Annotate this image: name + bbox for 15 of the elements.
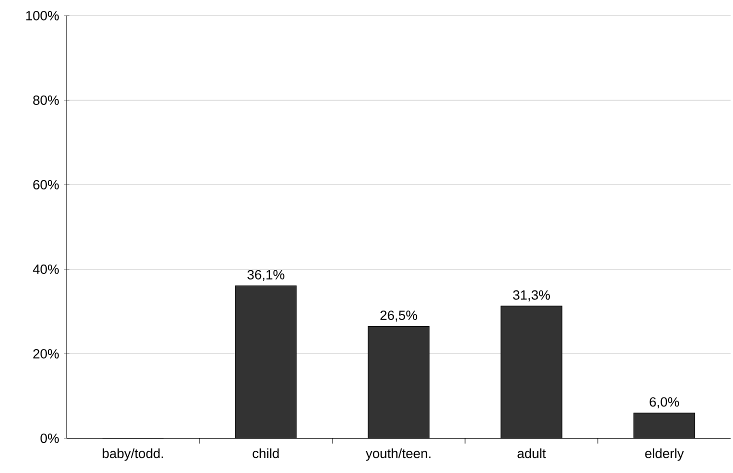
x-tick-label: adult <box>518 448 546 458</box>
data-label: 6,0% <box>650 397 679 408</box>
x-tick-label: youth/teen. <box>366 448 430 461</box>
data-label: 26,5% <box>380 310 418 322</box>
y-tick-label: 20% <box>33 349 59 358</box>
x-tick-label: elderly <box>645 448 684 461</box>
data-label: 31,3% <box>513 290 550 302</box>
x-tick-label: baby/todd. <box>102 448 163 461</box>
x-tick-label: child <box>252 448 279 458</box>
y-tick-label: 80% <box>33 95 59 105</box>
y-tick-label: 40% <box>32 264 59 274</box>
y-tick-label: 0% <box>40 434 59 444</box>
y-tick-label: 60% <box>33 180 59 190</box>
y-tick-label: 100% <box>26 10 59 20</box>
data-label: 36,1% <box>247 270 284 282</box>
